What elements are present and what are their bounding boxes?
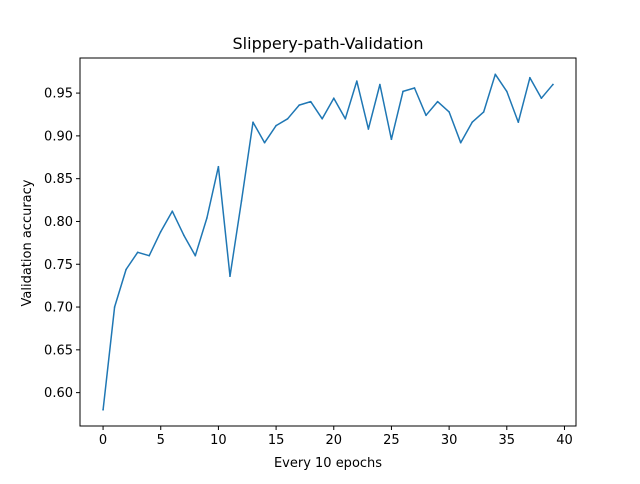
- y-axis-ticks: 0.60 0.65 0.70 0.75 0.80 0.85 0.90 0.95: [44, 87, 80, 401]
- data-point: [402, 90, 404, 93]
- x-tick-label: 15: [268, 433, 285, 448]
- data-point: [252, 121, 254, 123]
- y-tick-label: 0.80: [44, 215, 73, 230]
- series-line: [102, 73, 554, 411]
- y-tick-label: 0.75: [44, 258, 73, 273]
- data-point: [494, 73, 497, 76]
- data-point: [529, 76, 531, 79]
- data-point: [552, 83, 554, 86]
- data-point: [413, 87, 416, 89]
- x-tick-label: 0: [99, 433, 107, 448]
- data-point: [505, 90, 508, 93]
- x-tick-label: 10: [210, 433, 227, 448]
- data-point: [309, 100, 312, 103]
- data-point: [102, 408, 104, 411]
- data-point: [125, 268, 127, 271]
- data-point: [390, 138, 393, 141]
- data-point: [448, 111, 450, 113]
- data-point: [263, 141, 266, 144]
- data-point: [113, 306, 116, 308]
- y-tick-label: 0.95: [44, 87, 73, 102]
- x-axis-label: Every 10 epochs: [274, 456, 382, 471]
- y-tick-label: 0.70: [44, 301, 73, 316]
- data-point: [379, 83, 381, 86]
- data-point: [321, 117, 324, 120]
- data-point: [159, 230, 162, 233]
- data-point: [436, 100, 439, 103]
- y-axis-label: Validation accuracy: [20, 179, 35, 306]
- data-point: [286, 117, 289, 120]
- data-point: [356, 80, 358, 82]
- data-point: [194, 254, 197, 257]
- x-tick-label: 35: [499, 433, 516, 448]
- x-tick-label: 20: [325, 433, 342, 448]
- data-point: [459, 141, 462, 144]
- y-tick-label: 0.60: [44, 386, 73, 401]
- data-point: [275, 124, 277, 127]
- data-point: [344, 117, 347, 120]
- x-tick-label: 25: [383, 433, 400, 448]
- x-tick-label: 40: [556, 433, 573, 448]
- data-point: [425, 114, 427, 117]
- y-tick-label: 0.65: [44, 343, 73, 358]
- data-point: [217, 165, 220, 168]
- data-point: [136, 251, 139, 254]
- chart-title: Slippery-path-Validation: [233, 34, 424, 53]
- data-point: [183, 234, 185, 236]
- plot-area: [102, 73, 554, 411]
- data-point: [171, 210, 174, 212]
- x-tick-label: 30: [441, 433, 458, 448]
- data-point: [148, 254, 151, 257]
- data-point: [298, 104, 300, 106]
- x-tick-label: 5: [157, 433, 165, 448]
- data-point: [517, 121, 520, 123]
- data-point: [367, 128, 370, 130]
- data-point: [471, 121, 473, 123]
- data-point: [482, 111, 485, 113]
- data-point: [206, 217, 208, 219]
- data-point: [332, 97, 335, 100]
- y-tick-label: 0.90: [44, 129, 73, 144]
- data-point: [240, 200, 243, 202]
- y-tick-label: 0.85: [44, 172, 73, 187]
- data-point: [229, 275, 231, 278]
- data-point: [540, 97, 543, 100]
- axes-frame: [79, 57, 577, 427]
- x-axis-ticks: 0 5 10 15 20 25 30 35 40: [99, 426, 573, 448]
